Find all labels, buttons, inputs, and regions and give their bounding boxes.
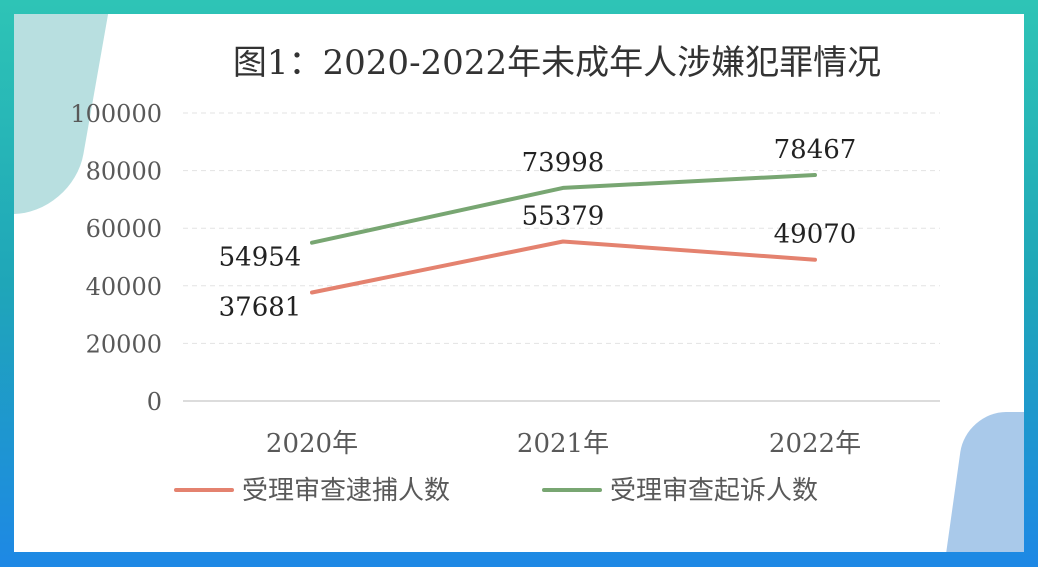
y-tick-label: 60000 <box>86 215 162 243</box>
data-label: 37681 <box>219 292 302 322</box>
y-tick-label: 40000 <box>86 273 162 301</box>
data-label: 78467 <box>774 135 857 165</box>
y-tick-label: 20000 <box>86 330 162 358</box>
data-label: 54954 <box>219 243 302 273</box>
y-tick-label: 0 <box>147 388 162 416</box>
grid-lines <box>183 112 940 402</box>
data-labels: 37681 55379 49070 54954 73998 78467 <box>219 135 857 322</box>
series-line <box>310 173 817 245</box>
data-label: 73998 <box>522 148 605 178</box>
y-tick-label: 100000 <box>70 100 162 128</box>
y-tick-label: 80000 <box>86 158 162 186</box>
x-tick-label: 2021年 <box>517 429 609 459</box>
chart-title: 图1：2020-2022年未成年人涉嫌犯罪情况 <box>233 43 881 83</box>
legend-label: 受理审查起诉人数 <box>610 476 818 506</box>
x-axis-ticks: 2020年 2021年 2022年 <box>266 429 861 459</box>
legend: 受理审查逮捕人数 受理审查起诉人数 <box>174 476 818 506</box>
x-tick-label: 2022年 <box>769 429 861 459</box>
chart-background <box>14 14 1024 552</box>
y-axis-ticks: 0 20000 40000 60000 80000 100000 <box>70 100 162 416</box>
data-label: 55379 <box>522 202 605 232</box>
x-tick-label: 2020年 <box>266 429 358 459</box>
series-line <box>310 239 817 295</box>
data-label: 49070 <box>774 220 857 250</box>
series-lines <box>310 173 817 295</box>
legend-label: 受理审查逮捕人数 <box>242 476 450 506</box>
